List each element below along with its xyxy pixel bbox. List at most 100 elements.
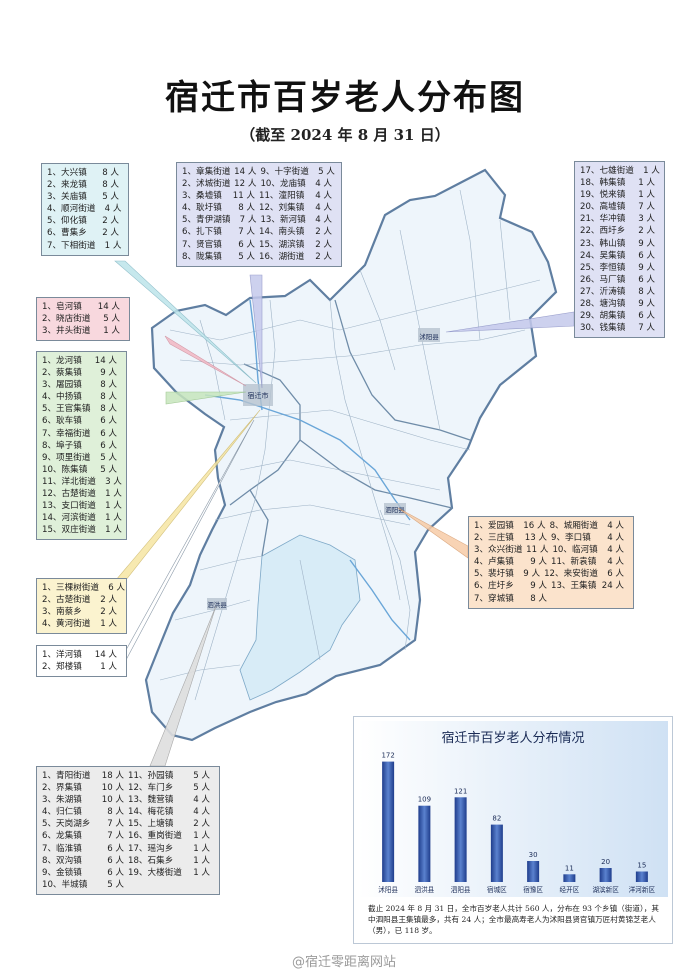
town-name: 10、龙庙镇 [260,179,306,190]
list-item: 19、悦来镇 1 人 [580,189,659,201]
town-count: 9 人 [638,262,655,273]
list-item: 13、支口街道 1 人 [42,500,122,512]
list-item: 3、桑墟镇 11 人 11、潼阳镇 4 人 [182,190,336,202]
town-entry: 3、南蔡乡 2 人 [42,606,121,618]
town-entry: 1、青阳街道 18 人 [42,770,128,782]
town-count: 6 人 [638,250,655,261]
category-label: 沭阳县 [378,885,398,894]
town-entry: 5、仰化镇 2 人 [47,215,123,227]
town-name: 3、南蔡乡 [42,607,82,618]
town-name: 29、胡集镇 [580,311,626,322]
bar-value-label: 11 [565,864,574,872]
town-entry: 7、临淮镇 6 人 [42,843,128,855]
town-name: 16、湖街道 [259,251,305,262]
town-count: 7 人 [107,819,124,830]
town-name: 25、李恒镇 [580,262,626,273]
town-entry [551,593,628,605]
town-entry: 10、龙庙镇 4 人 [260,178,336,190]
callout-box-1: 1、大兴镇 8 人 2、来龙镇 8 人 3、关庙镇 5 人 4、顺河街道 4 人 5、仰化镇 2 … [41,163,129,256]
bar-value-label: 30 [529,851,538,859]
town-name: 13、新河镇 [260,215,306,226]
town-entry: 5、天岗湖乡 7 人 [42,818,128,830]
town-name: 9、项里街道 [42,452,91,463]
district-boundary [299,439,453,509]
town-count: 6 人 [100,416,117,427]
town-name: 10、临河镇 [552,545,598,556]
town-name: 2、蔡集镇 [42,368,82,379]
city-boundary [144,168,558,742]
town-name: 13、王集镇 [551,581,597,592]
town-count: 7 人 [239,215,257,226]
town-name: 8、埠子镇 [42,440,82,451]
town-count: 1 人 [103,326,120,337]
town-name: 7、下相街道 [47,240,96,251]
town-entry: 7、穿城镇 8 人 [474,593,551,605]
town-entry: 6、龙集镇 7 人 [42,830,128,842]
town-count: 1 人 [104,240,122,251]
town-name: 7、穿城镇 [474,593,514,604]
town-entry: 3、关庙镇 5 人 [47,191,123,203]
town-name: 19、大楼街道 [128,867,182,878]
town-entry: 24、吴集镇 6 人 [580,250,659,262]
town-count: 1 人 [105,513,122,524]
chart-note: 截止 2024 年 8 月 31 日，全市百岁老人共计 560 人，分布在 93… [368,904,659,935]
town-count: 6 人 [638,311,655,322]
list-item: 3、屠园镇 8 人 [42,379,121,391]
town-name: 27、沂涛镇 [580,286,626,297]
town-entry: 9、十字街道 5 人 [260,166,338,178]
town-count: 6 人 [108,583,126,593]
town-name: 13、支口街道 [42,501,96,512]
town-name: 18、韩集镇 [580,178,626,189]
town-name: 6、耿车镇 [42,416,82,427]
town-count: 5 人 [318,167,335,177]
town-count: 7 人 [107,831,124,842]
town-name: 23、韩山镇 [580,238,626,249]
town-count: 6 人 [238,239,255,250]
town-count: 8 人 [100,380,117,391]
town-entry: 2、古楚街道 2 人 [42,594,121,606]
list-item: 4、卢集镇 9 人 11、新袁镇 4 人 [474,556,628,568]
list-item: 3、关庙镇 5 人 [47,191,123,203]
town-count: 1 人 [638,178,655,189]
town-entry: 18、石集乡 1 人 [128,855,214,867]
town-count: 1 人 [105,525,122,536]
town-entry: 2、沭城街道 12 人 [182,178,260,190]
town-name: 5、王官集镇 [42,404,91,415]
town-name: 1、大兴镇 [47,168,87,178]
town-entry: 2、蔡集镇 9 人 [42,367,121,379]
town-name: 17、瑶沟乡 [128,843,174,854]
list-item: 26、马厂镇 6 人 [580,274,659,286]
town-count: 9 人 [530,581,547,592]
town-count: 1 人 [105,501,122,512]
bar-宿豫区 [527,861,540,882]
town-entry: 2、三庄镇 13 人 [474,532,551,544]
town-count: 1 人 [100,619,117,630]
list-item: 17、七雄街道 1 人 [580,165,660,177]
town-entry: 15、上塘镇 2 人 [128,818,214,830]
bar-value-label: 82 [492,815,501,823]
town-count: 8 人 [638,286,655,297]
town-name: 3、桑墟镇 [182,191,222,202]
town-name: 17、七雄街道 [580,166,634,176]
town-count: 4 人 [315,215,332,226]
town-entry: 26、马厂镇 6 人 [580,274,659,286]
town-count: 6 人 [100,440,117,451]
list-item: 4、耿圩镇 8 人 12、刘集镇 4 人 [182,202,336,214]
town-name: 16、重岗街道 [128,831,182,842]
list-item: 9、项里街道 5 人 [42,452,121,464]
map-label-sihong: 泗洪县 [207,600,227,609]
town-name: 15、上塘镇 [128,819,174,830]
list-item: 6、扎下镇 7 人 14、南头镇 2 人 [182,226,336,238]
town-name: 1、皂河镇 [42,302,82,312]
town-name: 20、高墟镇 [580,202,626,213]
town-entry: 6、曹集乡 2 人 [47,227,123,239]
list-item: 2、三庄镇 13 人 9、李口镇 4 人 [474,532,628,544]
town-entry: 28、塘沟镇 9 人 [580,298,659,310]
list-item: 2、蔡集镇 9 人 [42,367,121,379]
town-count: 5 人 [102,192,119,203]
list-item: 22、西圩乡 2 人 [580,225,659,237]
list-item: 7、临淮镇 6 人 17、瑶沟乡 1 人 [42,843,214,855]
town-name: 19、悦来镇 [580,190,626,201]
town-name: 15、双庄街道 [42,525,96,536]
callout-box-2: 1、章集街道 14 人 9、十字街道 5 人 2、沭城街道 12 人 10、龙庙镇 4 人 3、… [176,162,342,267]
